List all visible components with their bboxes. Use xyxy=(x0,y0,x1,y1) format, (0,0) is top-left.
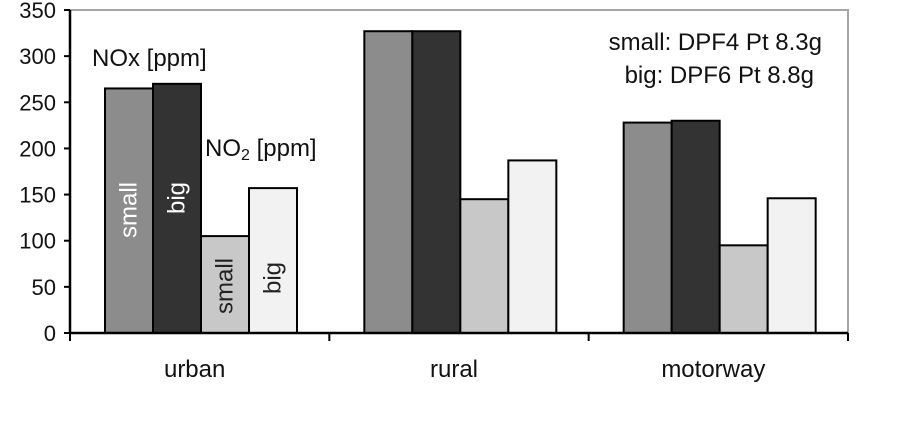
no2-annotation: NO2 [ppm] xyxy=(205,135,317,164)
y-tick-label: 300 xyxy=(19,44,56,69)
no2-suffix: [ppm] xyxy=(250,135,317,162)
y-tick-label: 50 xyxy=(32,275,56,300)
bar-rural-3 xyxy=(507,159,558,334)
in-bar-label-small: small xyxy=(116,182,143,238)
bar-urban-3 xyxy=(248,187,298,334)
small-config-note: small: DPF4 Pt 8.3g xyxy=(609,29,822,56)
nox-annotation: NOx [ppm] xyxy=(92,45,207,72)
x-category-label: motorway xyxy=(661,356,765,383)
bar-rural-1 xyxy=(411,30,462,335)
bar-rural-2 xyxy=(459,198,510,334)
y-tick-label: 350 xyxy=(19,0,56,23)
y-tick-label: 100 xyxy=(19,229,56,254)
bar-rural-0 xyxy=(363,30,414,335)
in-bar-label-big: big xyxy=(260,262,287,294)
y-tick-label: 150 xyxy=(19,183,56,208)
x-category-label: rural xyxy=(430,356,478,383)
in-bar-label-big: big xyxy=(164,182,191,214)
in-bar-label-small: small xyxy=(212,258,239,314)
x-axis: urban rural motorway xyxy=(69,331,849,383)
in-bar-labels: small big small big xyxy=(116,182,287,314)
bar-motorway-2 xyxy=(718,244,769,334)
bar-motorway-0 xyxy=(622,121,673,334)
y-axis: 0 50 100 150 200 250 300 350 xyxy=(19,0,72,346)
y-tick-label: 250 xyxy=(19,90,56,115)
y-tick-label: 0 xyxy=(44,321,56,346)
bar-motorway-1 xyxy=(670,119,721,334)
bar-motorway-3 xyxy=(766,197,817,334)
y-tick-label: 200 xyxy=(19,136,56,161)
no2-prefix: NO xyxy=(205,135,241,162)
no2-subscript: 2 xyxy=(241,147,250,164)
x-category-label: urban xyxy=(164,356,225,383)
big-config-note: big: DPF6 Pt 8.8g xyxy=(625,62,814,89)
